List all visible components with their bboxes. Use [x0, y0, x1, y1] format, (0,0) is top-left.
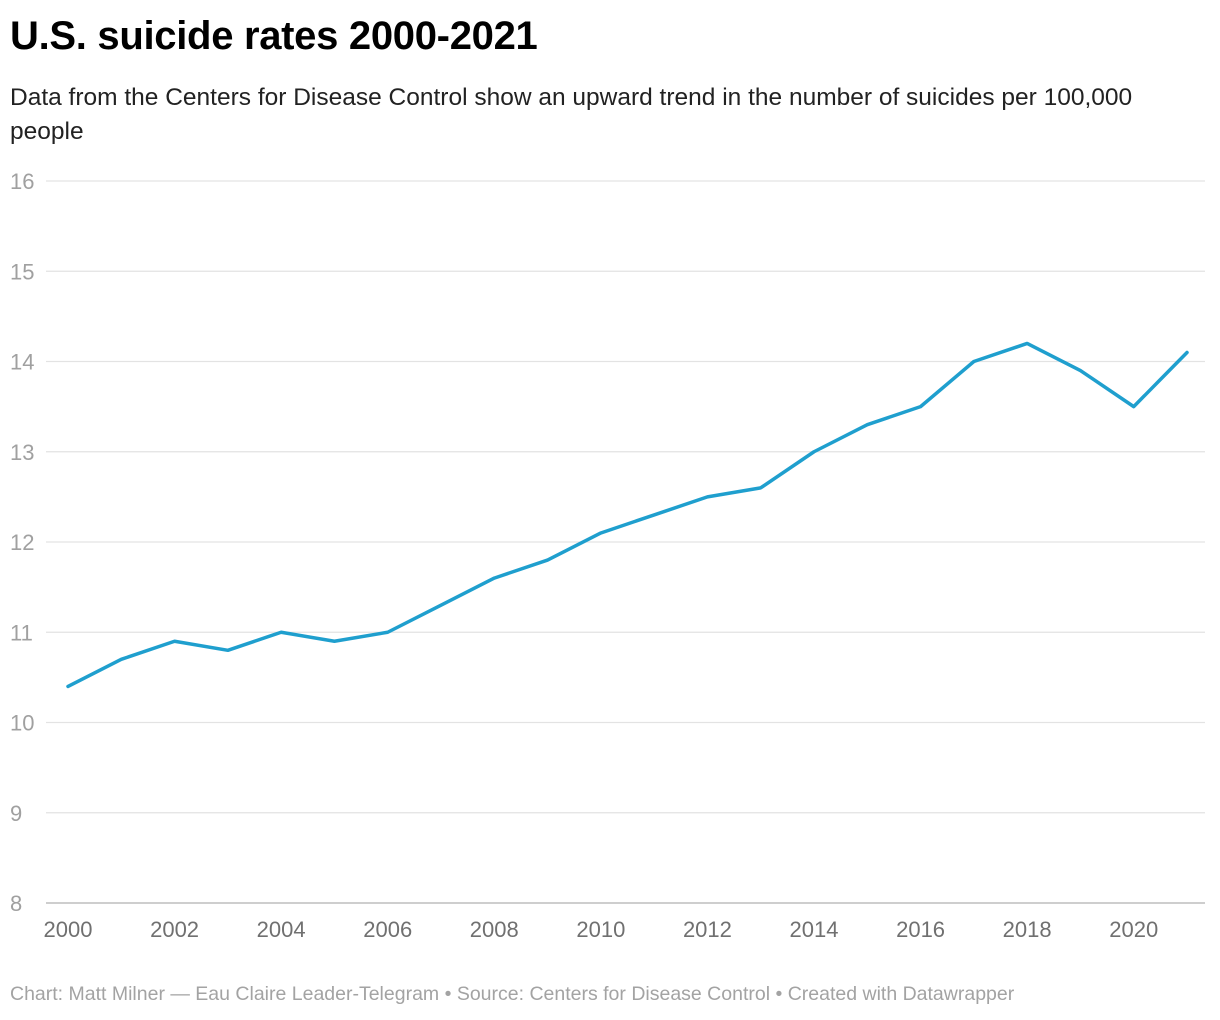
- y-tick-label: 12: [10, 530, 34, 555]
- data-point[interactable]: [276, 627, 286, 637]
- data-point[interactable]: [1075, 366, 1085, 376]
- data-point[interactable]: [596, 528, 606, 538]
- x-tick-label: 2012: [683, 917, 732, 942]
- y-tick-label: 8: [10, 891, 22, 916]
- x-tick-label: 2020: [1109, 917, 1158, 942]
- data-point[interactable]: [916, 402, 926, 412]
- data-point[interactable]: [649, 510, 659, 520]
- x-tick-label: 2004: [257, 917, 306, 942]
- x-tick-label: 2006: [363, 917, 412, 942]
- series-layer: [63, 338, 1192, 691]
- chart-footer-credit: Chart: Matt Milner — Eau Claire Leader-T…: [10, 983, 1015, 1005]
- x-tick-label: 2000: [44, 917, 93, 942]
- x-axis-tick-labels: 2000 2002 2004 2006 2008 2010 2012 2014 2016 2018…: [44, 917, 1159, 942]
- y-tick-label: 10: [10, 711, 34, 736]
- y-tick-label: 11: [10, 620, 33, 645]
- x-tick-label: 2016: [896, 917, 945, 942]
- y-tick-label: 13: [10, 440, 34, 465]
- x-tick-label: 2014: [790, 917, 839, 942]
- data-point[interactable]: [543, 555, 553, 565]
- chart-subtitle: Data from the Centers for Disease Contro…: [10, 84, 1133, 145]
- data-point[interactable]: [1022, 338, 1032, 348]
- data-point[interactable]: [383, 627, 393, 637]
- series-line: [66, 341, 1189, 689]
- x-tick-label: 2008: [470, 917, 519, 942]
- data-point[interactable]: [1182, 347, 1192, 357]
- data-point[interactable]: [63, 681, 73, 691]
- y-tick-label: 9: [10, 801, 22, 826]
- data-point[interactable]: [862, 420, 872, 430]
- y-axis-tick-labels: 8 9 10 11 12 13 14 15 16: [10, 169, 34, 916]
- y-tick-label: 14: [10, 350, 34, 375]
- data-point[interactable]: [756, 483, 766, 493]
- data-point[interactable]: [702, 492, 712, 502]
- y-tick-label: 16: [10, 169, 34, 194]
- data-point[interactable]: [969, 357, 979, 367]
- data-point[interactable]: [329, 636, 339, 646]
- x-tick-label: 2018: [1003, 917, 1052, 942]
- data-point[interactable]: [489, 573, 499, 583]
- x-tick-label: 2002: [150, 917, 199, 942]
- data-point[interactable]: [809, 447, 819, 457]
- data-point[interactable]: [223, 645, 233, 655]
- gridlines: [46, 180, 1205, 904]
- chart-title: U.S. suicide rates 2000-2021: [10, 14, 538, 58]
- y-tick-label: 15: [10, 259, 34, 284]
- data-point[interactable]: [116, 654, 126, 664]
- data-point[interactable]: [436, 600, 446, 610]
- data-point[interactable]: [1129, 402, 1139, 412]
- x-tick-label: 2010: [576, 917, 625, 942]
- data-point[interactable]: [170, 636, 180, 646]
